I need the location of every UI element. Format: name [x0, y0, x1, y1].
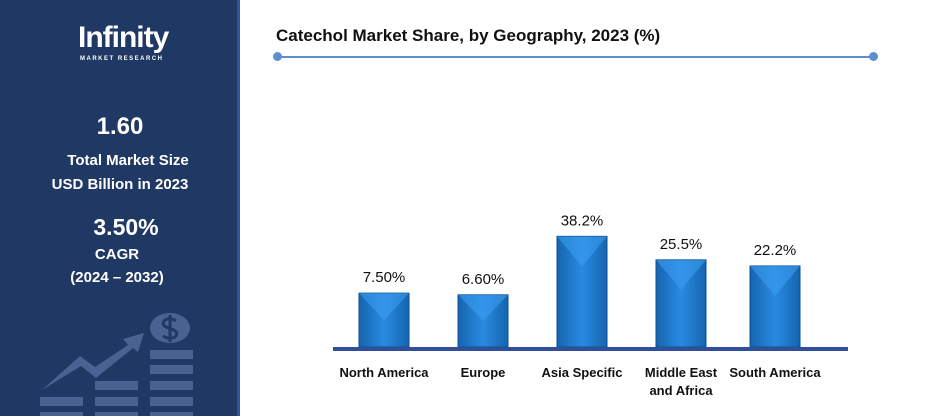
category-label: Asia Specific	[541, 365, 623, 380]
data-label: 38.2%	[561, 212, 604, 229]
data-label: 22.2%	[754, 242, 797, 259]
title-rule	[277, 56, 874, 58]
market-size-label: Total Market Size	[67, 152, 189, 169]
category-label: Europe	[460, 365, 506, 380]
market-size-value: 1.60	[96, 113, 144, 140]
logo-subtitle: MARKET RESEARCH	[80, 56, 164, 62]
bar-bevel-4	[750, 265, 800, 296]
bar-bevel-1	[458, 294, 508, 321]
category-label: North America	[339, 365, 429, 380]
cagr-value: 3.50%	[93, 214, 159, 240]
logo: Infinity	[78, 21, 169, 54]
bar-bevel-2	[557, 236, 607, 267]
cagr-label: CAGR	[94, 246, 140, 263]
data-label: 7.50%	[363, 269, 406, 286]
rule-dot-right	[869, 52, 878, 61]
bar-bevel-0	[359, 293, 409, 321]
data-label: 25.5%	[660, 236, 703, 253]
bar-bevel-3	[656, 259, 706, 290]
category-label: Middle East and Africa	[644, 365, 718, 398]
market-size-unit: USD Billion in 2023	[51, 176, 189, 193]
x-axis-baseline	[333, 347, 848, 351]
category-label: South America	[729, 365, 821, 380]
data-label: 6.60%	[462, 271, 505, 288]
rule-dot-left	[273, 52, 282, 61]
growth-chart-dollar-icon	[40, 313, 193, 416]
sidebar: Infinity MARKET RESEARCH 1.60 Total Mark…	[0, 0, 240, 416]
chart-title: Catechol Market Share, by Geography, 202…	[276, 26, 661, 45]
cagr-period: (2024 – 2032)	[70, 269, 164, 286]
